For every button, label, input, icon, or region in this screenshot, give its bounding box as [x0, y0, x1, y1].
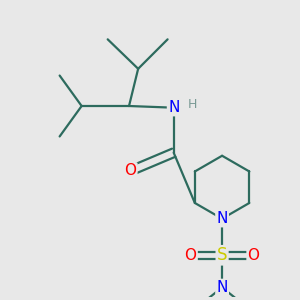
- Text: N: N: [216, 280, 228, 295]
- Text: N: N: [168, 100, 179, 115]
- Text: O: O: [184, 248, 196, 263]
- Text: H: H: [188, 98, 197, 112]
- Text: O: O: [248, 248, 260, 263]
- Text: O: O: [124, 164, 136, 178]
- Text: N: N: [216, 211, 228, 226]
- Text: S: S: [217, 246, 227, 264]
